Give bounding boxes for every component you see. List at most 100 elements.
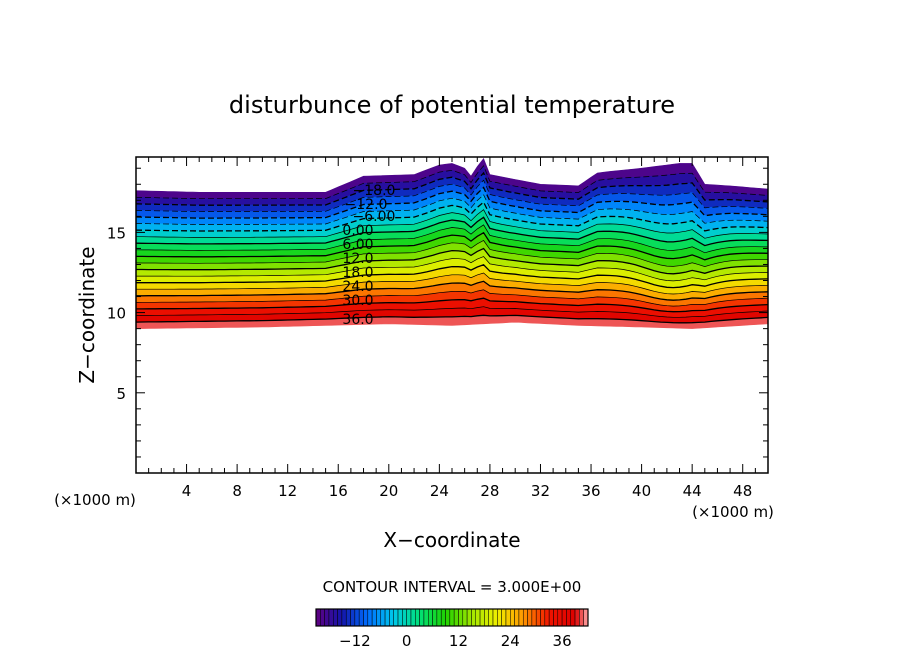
- x-tick-label: 8: [232, 482, 242, 500]
- colorbar-tick-label: 24: [501, 632, 520, 650]
- colorbar-cell: [423, 608, 429, 627]
- colorbar-tick-label: 0: [402, 632, 412, 650]
- contour-label: 36.0: [342, 312, 373, 328]
- colorbar-cell: [415, 608, 420, 627]
- x-unit-left: (×1000 m): [54, 491, 136, 509]
- contour-line: [136, 256, 768, 282]
- x-unit-right: (×1000 m): [692, 503, 774, 521]
- chart-title: disturbunce of potential temperature: [229, 91, 675, 119]
- contour-lines: [136, 165, 768, 324]
- y-tick-label: 15: [107, 224, 126, 242]
- x-axis-label: X−coordinate: [383, 528, 520, 552]
- colorbar-cell: [544, 608, 550, 627]
- contour-line: [136, 272, 768, 295]
- contour-line: [136, 216, 768, 247]
- colorbar-cell: [505, 608, 511, 627]
- colorbar: [315, 608, 589, 627]
- colorbar-cell: [553, 608, 559, 627]
- colorbar-cell: [393, 608, 399, 627]
- y-tick-label: 10: [107, 305, 126, 323]
- colorbar-cell: [501, 608, 507, 627]
- colorbar-cell: [350, 608, 356, 627]
- contour-label: −12.0: [345, 197, 388, 213]
- contour-line: [136, 171, 768, 206]
- x-tick-label: 16: [329, 482, 348, 500]
- colorbar-cell: [458, 608, 464, 627]
- colorbar-cell: [333, 608, 338, 627]
- contour-line: [136, 231, 768, 261]
- colorbar-tick-label: 36: [553, 632, 572, 650]
- contour-line: [136, 306, 768, 318]
- colorbar-cell: [497, 608, 502, 627]
- colorbar-cell: [522, 608, 528, 627]
- colorbar-cell: [358, 608, 364, 627]
- colorbar-cell: [462, 608, 468, 627]
- colorbar-cell: [328, 608, 334, 627]
- contour-line: [136, 179, 768, 213]
- colorbar-cell: [531, 608, 537, 627]
- contour-line: [136, 165, 768, 200]
- colorbar-cell: [384, 608, 390, 627]
- x-tick-label: 48: [733, 482, 752, 500]
- colorbar-cell: [445, 608, 451, 627]
- colorbar-cell: [510, 608, 515, 627]
- colorbar-cell: [345, 608, 351, 627]
- colorbar-cell: [337, 608, 343, 627]
- contour-label: 12.0: [342, 251, 373, 267]
- temperature-field: [136, 158, 768, 329]
- colorbar-cell: [518, 608, 524, 627]
- colorbar-cell: [492, 608, 498, 627]
- colorbar-frame: [315, 608, 589, 627]
- contour-label: 0.00: [342, 223, 373, 239]
- contour-label: 24.0: [342, 279, 373, 295]
- colorbar-cell: [566, 608, 571, 627]
- colorbar-cell: [440, 608, 446, 627]
- contour-line: [136, 224, 768, 254]
- contour-label: 18.0: [342, 265, 373, 281]
- contour-label: 30.0: [342, 293, 373, 309]
- colorbar-cell: [410, 608, 416, 627]
- contour-line: [136, 209, 768, 239]
- colorbar-cell: [540, 608, 546, 627]
- colorbar-cell: [380, 608, 386, 627]
- colorbar-cell: [527, 608, 533, 627]
- colorbar-cell: [324, 608, 330, 627]
- y-axis-label: Z−coordinate: [75, 246, 99, 383]
- colorbar-tick-label: 12: [449, 632, 468, 650]
- colorbar-cell: [436, 608, 442, 627]
- colorbar-cell: [557, 608, 563, 627]
- contour-interval-label: CONTOUR INTERVAL = 3.000E+00: [323, 578, 582, 596]
- contour-line: [136, 264, 768, 289]
- x-tick-label: 36: [581, 482, 600, 500]
- colorbar-cell: [432, 608, 438, 627]
- axis-ticks: [136, 157, 768, 473]
- colorbar-cell: [363, 608, 369, 627]
- contour-line: [136, 314, 768, 324]
- x-tick-label: 12: [278, 482, 297, 500]
- colorbar-cell: [371, 608, 377, 627]
- colorbar-cell: [535, 608, 541, 627]
- colorbar-cell: [466, 608, 472, 627]
- colorbar-cell: [488, 608, 494, 627]
- colorbar-cell: [484, 608, 489, 627]
- colorbar-cell: [367, 608, 373, 627]
- colorbar-cell: [428, 608, 433, 627]
- colorbar-cell: [354, 608, 360, 627]
- y-tick-labels: 5 10 15: [107, 224, 126, 402]
- colorbar-cell: [402, 608, 407, 627]
- colorbar-cell: [570, 608, 576, 627]
- x-tick-label: 20: [379, 482, 398, 500]
- colorbar-cell: [561, 608, 567, 627]
- colorbar-cell: [548, 608, 554, 627]
- colorbar-cell: [514, 608, 520, 627]
- colorbar-cell: [574, 608, 580, 627]
- colorbar-cell: [406, 608, 412, 627]
- contour-line: [136, 186, 768, 219]
- colorbar-cell: [389, 608, 394, 627]
- colorbar-cell: [341, 608, 347, 627]
- contour-line: [136, 201, 768, 232]
- colorbar-tick-label: −12: [339, 632, 371, 650]
- colorbar-cell: [449, 608, 455, 627]
